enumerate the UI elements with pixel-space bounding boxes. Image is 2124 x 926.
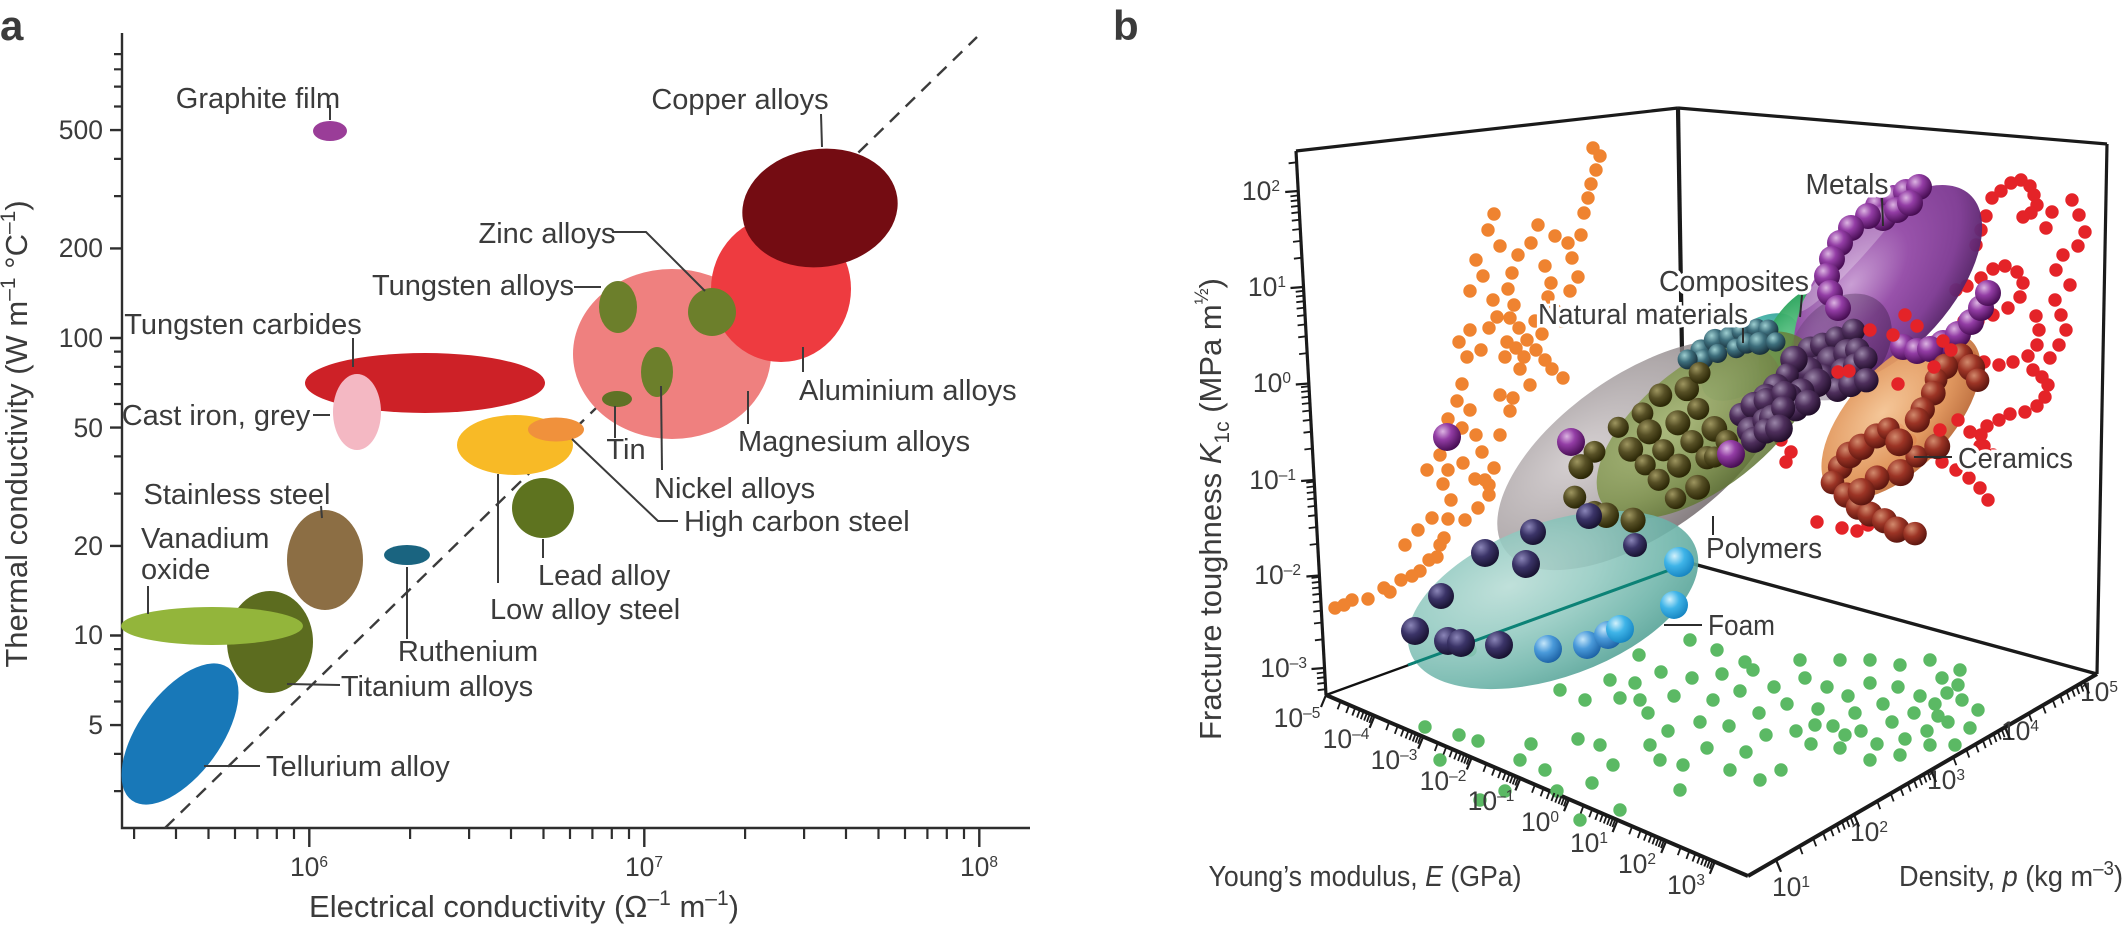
svg-text:Magnesium alloys: Magnesium alloys [738,426,970,458]
svg-text:Polymers: Polymers [1706,533,1822,565]
svg-text:105: 105 [2080,677,2118,707]
svg-text:Graphite film: Graphite film [176,83,340,115]
svg-text:10–3: 10–3 [1260,653,1307,683]
svg-text:Electrical conductivity (Ω–1 m: Electrical conductivity (Ω–1 m–1) [309,887,739,924]
svg-text:Ceramics: Ceramics [1958,443,2073,475]
svg-text:b: b [1113,2,1139,49]
svg-text:Ruthenium: Ruthenium [398,636,538,668]
svg-text:Low alloy steel: Low alloy steel [490,594,680,626]
svg-text:Lead alloy: Lead alloy [538,560,671,592]
svg-text:Aluminium alloys: Aluminium alloys [799,375,1017,407]
svg-text:Tungsten carbides: Tungsten carbides [124,309,362,341]
svg-text:5: 5 [88,710,103,740]
svg-text:10–4: 10–4 [1323,724,1370,754]
svg-text:100: 100 [59,323,103,353]
svg-text:Nickel alloys: Nickel alloys [654,473,815,505]
svg-text:Composites: Composites [1659,266,1809,298]
svg-text:Tin: Tin [606,434,645,466]
svg-text:Stainless steel: Stainless steel [144,479,331,511]
svg-text:Zinc alloys: Zinc alloys [479,218,616,250]
svg-text:106: 106 [290,852,328,882]
svg-text:Vanadium: Vanadium [141,523,269,555]
svg-text:50: 50 [74,413,103,443]
svg-text:Tungsten alloys: Tungsten alloys [372,270,574,302]
svg-text:Density, p (kg m–3): Density, p (kg m–3) [1899,858,2123,893]
svg-text:Young’s modulus, E (GPa): Young’s modulus, E (GPa) [1209,861,1522,893]
svg-text:Copper alloys: Copper alloys [651,84,828,116]
svg-text:Tellurium alloy: Tellurium alloy [266,751,450,783]
svg-text:Titanium alloys: Titanium alloys [341,671,533,703]
svg-text:Thermal conductivity (W m–1 °C: Thermal conductivity (W m–1 °C–1) [0,200,34,667]
svg-text:500: 500 [59,115,103,145]
svg-text:oxide: oxide [141,554,210,586]
svg-text:10–2: 10–2 [1420,766,1467,796]
svg-text:10: 10 [74,620,103,650]
svg-text:101: 101 [1570,828,1608,858]
svg-text:20: 20 [74,531,103,561]
svg-text:200: 200 [59,233,103,263]
svg-text:Fracture toughness K1c (MPa m½: Fracture toughness K1c (MPa m½) [1192,278,1234,740]
svg-text:High carbon steel: High carbon steel [684,506,910,538]
svg-text:a: a [0,2,24,49]
svg-text:Foam: Foam [1708,610,1775,642]
svg-text:Metals: Metals [1806,169,1889,201]
svg-text:Natural materials: Natural materials [1538,299,1748,331]
svg-text:Cast iron, grey: Cast iron, grey [122,400,311,432]
